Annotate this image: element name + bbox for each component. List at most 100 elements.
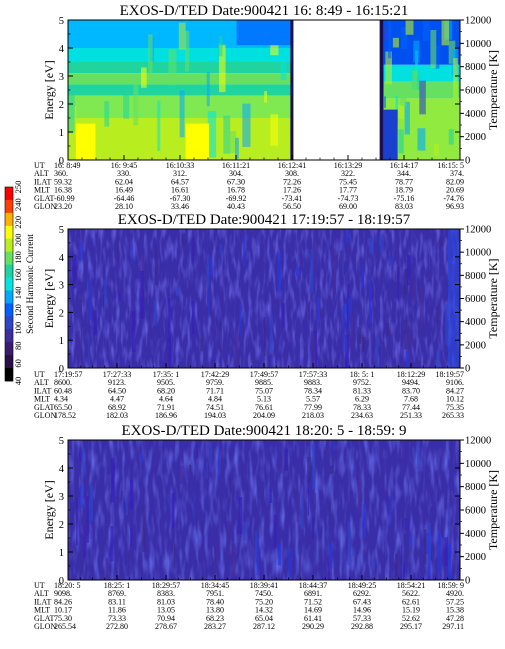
ephemeris-value: 16.38 [54, 186, 72, 195]
spectrogram-streak [83, 524, 86, 558]
ephemeris-value: 69.00 [339, 202, 357, 211]
ephemeris-value: 360. [54, 169, 68, 178]
y-tick-label: 1 [59, 336, 64, 347]
ephemeris-value: 75.07 [255, 386, 273, 395]
ephemeris-value: 9123. [108, 378, 126, 387]
spectrogram-streak [312, 517, 315, 540]
spectrogram-streak [383, 109, 398, 160]
ephemeris-value: 18: 5: 1 [350, 370, 374, 379]
ephemeris-value: 13.80 [206, 606, 224, 615]
spectrogram-streak [209, 259, 213, 278]
chart-title: EXOS-D/TED Date:900421 17:19:57 - 18:19:… [118, 212, 411, 228]
colorbar-tick-label: 100 [13, 322, 23, 335]
spectrogram-streak [179, 90, 185, 138]
spectrogram-streak [229, 478, 231, 502]
ephemeris-value: 82.09 [446, 177, 464, 186]
ephemeris-value: 15.19 [402, 606, 420, 615]
spectrogram-streak [357, 327, 362, 344]
spectrogram-streak [231, 543, 236, 580]
ephemeris-value: 71.52 [304, 597, 322, 606]
ephemeris-value: -74.73 [338, 194, 359, 203]
colorbar-tick-label: 200 [13, 234, 23, 247]
spectrogram-streak [348, 297, 353, 330]
spectrogram-streak [263, 316, 266, 356]
spectrogram-streak [447, 543, 452, 580]
spectrogram-streak [403, 319, 408, 350]
spectrogram-streak [361, 264, 364, 290]
ephemeris-row-label: MLT [34, 395, 50, 404]
spectrogram-streak [419, 80, 426, 115]
ephemeris-value: 64.57 [171, 177, 189, 186]
spectrogram-streak [219, 322, 222, 352]
y-tick-label: 5 [59, 436, 64, 447]
ephemeris-row-label: GLON [34, 411, 56, 420]
y-tick-label: 0 [59, 156, 64, 167]
y-tick-label: 4 [59, 253, 65, 264]
spectrogram-streak [207, 111, 217, 158]
spectrogram-streak [296, 489, 299, 523]
ephemeris-value: 71.91 [157, 403, 175, 412]
ephemeris-value: 16.78 [227, 186, 245, 195]
spectrogram-streak [423, 529, 427, 565]
spectrogram-streak [312, 230, 317, 272]
ephemeris-value: 78.77 [395, 177, 413, 186]
chart-title: EXOS-D/TED Date:900421 16: 8:49 - 16:15:… [120, 3, 409, 19]
spectrogram-streak [218, 452, 220, 479]
spectrogram-streak [401, 27, 408, 49]
y-tick-label: 1 [59, 128, 64, 139]
spectrogram-streak [86, 495, 90, 543]
spectrogram-streak [448, 129, 454, 145]
ephemeris-value: 7951. [206, 589, 224, 598]
spectrogram-streak [256, 537, 259, 576]
ephemeris-value: 9752. [353, 378, 371, 387]
spectrogram-streak [130, 528, 133, 548]
spectrogram-streak [77, 330, 80, 364]
spectrogram-streak [201, 520, 204, 532]
ephemeris-value: 9098. [54, 589, 72, 598]
y2-tick-label: 4000 [465, 529, 486, 540]
spectrogram-streak [280, 58, 287, 81]
spectrogram-streak [384, 25, 390, 41]
ephemeris-value: 9494. [402, 378, 420, 387]
spectrogram-streak [269, 315, 273, 351]
ephemeris-value: 218.03 [302, 411, 324, 420]
spectrogram-streak [425, 532, 430, 555]
spectrogram-streak [329, 544, 333, 569]
spectrogram-streak [404, 101, 410, 135]
spectrogram-streak [448, 504, 451, 539]
spectrogram-streak [234, 327, 239, 365]
ephemeris-value: 33.46 [171, 202, 189, 211]
spectrogram-streak [243, 521, 247, 541]
ephemeris-value: 4920. [446, 589, 464, 598]
spectrogram-streak [193, 490, 195, 519]
y2-tick-label: 6000 [465, 506, 486, 517]
ephemeris-value: 65.04 [255, 614, 273, 623]
spectrogram-streak [131, 311, 136, 353]
spectrogram-streak [188, 464, 192, 473]
ephemeris-value: 4.47 [110, 395, 124, 404]
spectrogram-streak [301, 498, 304, 530]
spectrogram-band [68, 62, 294, 74]
spectrogram-streak [387, 20, 392, 59]
ephemeris-value: 78.33 [353, 403, 371, 412]
ephemeris-value: 17.26 [283, 186, 301, 195]
ephemeris-value: 18:12:29 [397, 370, 425, 379]
spectrogram-streak [406, 351, 410, 368]
ephemeris-value: 16:10:33 [166, 161, 194, 170]
ephemeris-value: 17:49:57 [250, 370, 278, 379]
spectrogram-streak [406, 507, 409, 532]
ephemeris-value: 6891. [304, 589, 322, 598]
spectrogram-streak [339, 250, 344, 268]
spectrogram-streak [214, 541, 218, 570]
ephemeris-value: 16:13:29 [334, 161, 362, 170]
spectrogram-streak [140, 271, 144, 319]
colorbar-tick-label: 220 [13, 216, 23, 229]
spectrogram-streak [130, 545, 133, 570]
spectrogram-streak [398, 119, 404, 154]
spectrogram-streak [427, 522, 431, 565]
ephemeris-value: 68.92 [108, 403, 126, 412]
ephemeris-value: 16:12:41 [278, 161, 306, 170]
y-tick-label: 3 [59, 281, 64, 292]
y2-tick-label: 0 [465, 156, 470, 167]
spectrogram-streak [410, 277, 414, 300]
